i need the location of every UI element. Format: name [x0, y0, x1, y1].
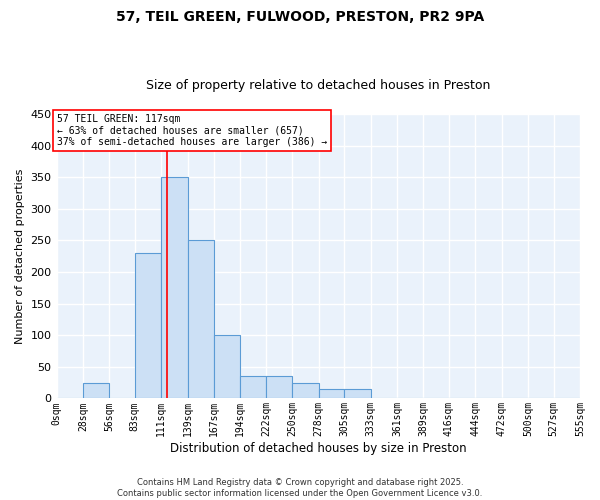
Text: 57 TEIL GREEN: 117sqm
← 63% of detached houses are smaller (657)
37% of semi-det: 57 TEIL GREEN: 117sqm ← 63% of detached …: [57, 114, 327, 147]
Bar: [266, 376, 292, 398]
Bar: [344, 389, 371, 398]
Bar: [292, 382, 319, 398]
Bar: [319, 389, 344, 398]
Bar: [214, 335, 239, 398]
Text: 57, TEIL GREEN, FULWOOD, PRESTON, PR2 9PA: 57, TEIL GREEN, FULWOOD, PRESTON, PR2 9P…: [116, 10, 484, 24]
Bar: [161, 177, 188, 398]
Bar: [83, 382, 109, 398]
Bar: [239, 376, 266, 398]
X-axis label: Distribution of detached houses by size in Preston: Distribution of detached houses by size …: [170, 442, 467, 455]
Bar: [135, 253, 161, 398]
Y-axis label: Number of detached properties: Number of detached properties: [15, 168, 25, 344]
Bar: [188, 240, 214, 398]
Text: Contains HM Land Registry data © Crown copyright and database right 2025.
Contai: Contains HM Land Registry data © Crown c…: [118, 478, 482, 498]
Title: Size of property relative to detached houses in Preston: Size of property relative to detached ho…: [146, 79, 490, 92]
